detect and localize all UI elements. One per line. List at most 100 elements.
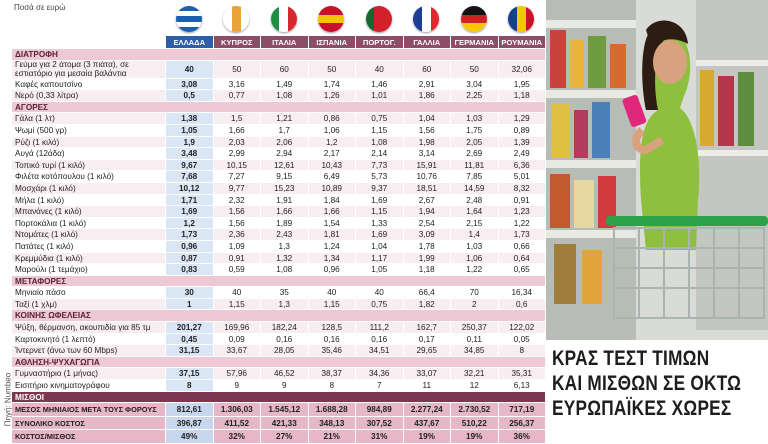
cell-value: 35,31 xyxy=(497,368,546,380)
row-label: Γυμναστήριο (1 μήνας) xyxy=(15,369,99,379)
cell-value: 1,69 xyxy=(355,194,403,206)
cell-value: 2,32 xyxy=(212,194,261,206)
cell-value: 256,37 xyxy=(497,416,546,430)
cell-value: 1,94 xyxy=(402,206,451,217)
cell-value: 1,54 xyxy=(307,217,356,229)
table-row: Μοσχάρι (1 κιλό) 10,12 9,77 15,23 10,89 9,37 1… xyxy=(12,182,545,195)
cell-value: 2,43 xyxy=(260,229,308,240)
table-row: ΚΟΣΤΟΣ/ΜΙΣΘΟΣ 49% 32% 27% 21% 31% 19% 19% 36% xyxy=(12,430,545,444)
cell-value: 1,66 xyxy=(212,124,261,136)
cell-value: 1,08 xyxy=(260,90,308,101)
cell-value: 1,22 xyxy=(497,217,546,229)
cell-value: 1,18 xyxy=(402,264,451,275)
column-header: ΡΟΥΜΑΝΙΑ xyxy=(497,36,545,48)
column-header: ΠΟΡΤΟΓ. xyxy=(355,36,403,48)
cell-value: 57,96 xyxy=(212,368,261,380)
cell-value: 19% xyxy=(450,430,498,443)
cell-value: 1,24 xyxy=(307,240,356,252)
cell-value: 1,21 xyxy=(260,113,308,124)
cell-value: 1,95 xyxy=(497,78,546,90)
section-header: ΔΙΑΤΡΟΦΗ xyxy=(12,49,545,61)
cell-value: 12,61 xyxy=(260,159,308,171)
row-label: Μπανάνες (1 κιλό) xyxy=(15,207,82,217)
cell-value: 1,89 xyxy=(260,217,308,229)
cell-value: 3,08 xyxy=(165,78,213,90)
table-row: Γάλα (1 λτ) 1,38 1,5 1,21 0,86 0,75 1,04 1,03 1,… xyxy=(12,113,545,125)
headline-line: ΚΡΑΣ ΤΕΣΤ ΤΙΜΩΝ xyxy=(552,347,710,370)
row-label: Κρεμμύδια (1 κιλό) xyxy=(15,253,83,263)
cell-value: 2,67 xyxy=(402,194,451,206)
cell-value: 34,51 xyxy=(355,345,403,356)
flag xyxy=(318,6,345,32)
row-label: Γάλα (1 λτ) xyxy=(15,114,55,124)
cell-value: 2,06 xyxy=(260,136,308,148)
cell-value: 3,14 xyxy=(402,148,451,159)
cell-value: 348,13 xyxy=(307,416,356,430)
cell-value: 128,5 xyxy=(307,322,356,333)
cell-value: 2,14 xyxy=(355,148,403,159)
cell-value: 0,59 xyxy=(212,264,261,275)
table-row: Πορτοκάλια (1 κιλό) 1,2 1,56 1,89 1,54 1,33 2,… xyxy=(12,217,546,230)
cell-value: 0,86 xyxy=(307,113,356,124)
cell-value: 2,03 xyxy=(212,136,261,148)
cell-value: 2,94 xyxy=(260,148,308,159)
cell-value: 812,61 xyxy=(165,403,213,416)
cell-value: 8 xyxy=(497,345,546,356)
cell-value: 182,24 xyxy=(260,322,308,333)
cell-value: 8 xyxy=(307,380,356,391)
flag xyxy=(175,6,202,32)
cell-value: 1,18 xyxy=(497,90,546,101)
cell-value: 1,2 xyxy=(165,217,213,229)
cell-value: 1,03 xyxy=(450,113,498,124)
cell-value: 9,37 xyxy=(355,182,403,194)
cell-value: 717,19 xyxy=(497,403,546,416)
cell-value: 1,84 xyxy=(307,194,356,206)
cell-value: 31% xyxy=(355,430,403,443)
table-row: Ταξί (1 χλμ) 1 1,15 1,3 1,15 0,75 1,82 2 0,6 xyxy=(12,298,545,311)
cell-value: 1.688,28 xyxy=(307,403,356,416)
row-label: Νερό (0,33 λίτρα) xyxy=(15,91,79,101)
cell-value: 1,82 xyxy=(402,298,451,310)
cell-value: 32,06 xyxy=(497,60,546,78)
cell-value: 12 xyxy=(450,380,498,391)
cell-value: 984,89 xyxy=(355,403,403,416)
section-header: ΜΙΣΘΟΙ xyxy=(12,391,545,404)
cell-value: 2,49 xyxy=(497,148,546,159)
cell-value: 32% xyxy=(212,430,261,443)
table-row: Γυμναστήριο (1 μήνας) 37,15 57,96 46,52 38,3… xyxy=(12,368,546,381)
cell-value: 9,67 xyxy=(165,159,213,171)
cell-value: 0,16 xyxy=(355,333,403,345)
cell-value: 0,91 xyxy=(497,194,546,206)
cell-value: 1,05 xyxy=(355,264,403,275)
cell-value: 2,05 xyxy=(450,136,498,148)
row-label: Μηνιαίο πάσο xyxy=(15,288,66,298)
cell-value: 2,48 xyxy=(450,194,498,206)
cell-value: 1,3 xyxy=(260,298,308,310)
row-label: Μήλα (1 κιλό) xyxy=(15,195,65,205)
cell-value: 29,65 xyxy=(402,345,451,356)
flag xyxy=(365,6,392,32)
cell-value: 2,69 xyxy=(450,148,498,159)
corner xyxy=(12,36,165,48)
cell-value: 1,98 xyxy=(402,136,451,148)
cell-value: 0,83 xyxy=(165,264,213,275)
cell-value: 1,3 xyxy=(260,240,308,252)
cell-value: 1,78 xyxy=(402,240,451,252)
cell-value: 0,05 xyxy=(497,333,546,345)
cell-value: 33,67 xyxy=(212,345,261,356)
cell-value: 7,27 xyxy=(212,171,261,182)
cell-value: 0,75 xyxy=(355,298,403,310)
cell-value: 0,66 xyxy=(497,240,546,252)
cell-value: 1,04 xyxy=(402,113,451,124)
cell-value: 1.306,03 xyxy=(212,403,261,416)
cell-value: 5,01 xyxy=(497,171,546,182)
cell-value: 31,15 xyxy=(165,345,213,356)
cell-value: 1,08 xyxy=(260,264,308,275)
cell-value: 1,38 xyxy=(165,113,213,124)
cell-value: 35,46 xyxy=(307,345,356,356)
cell-value: 1,9 xyxy=(165,136,213,148)
cell-value: 122,02 xyxy=(497,322,546,333)
cell-value: 1,26 xyxy=(307,90,356,101)
unit-note: Ποσά σε ευρώ xyxy=(14,3,66,12)
